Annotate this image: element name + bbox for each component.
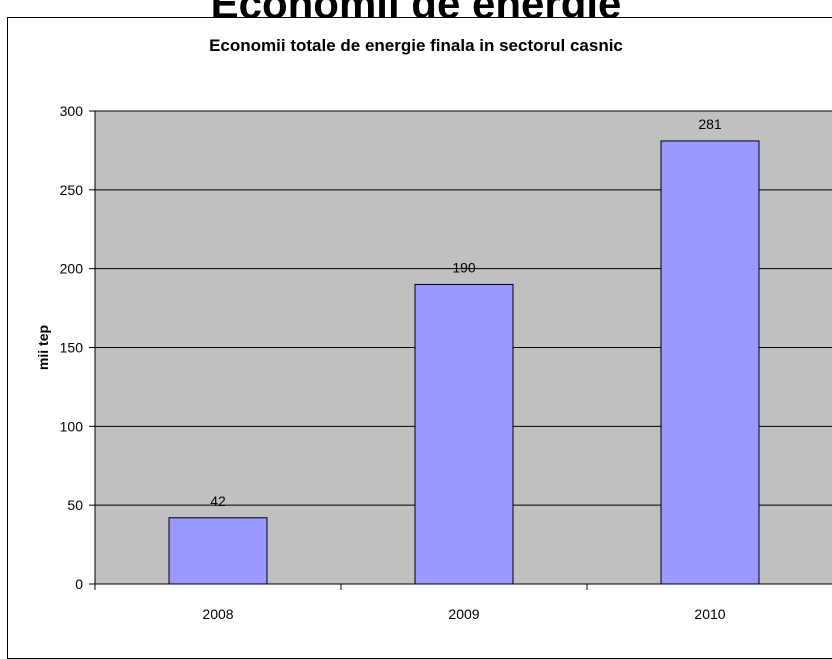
labels: 0 50 100 150 200 250 300 42 2008 190 2009 281 2010 [60,103,726,622]
y-tick-label: 0 [75,576,83,592]
y-tick-label: 50 [67,497,83,513]
bar-2009 [414,283,514,585]
x-tick-label-2008: 2008 [202,606,233,622]
data-label-2008: 42 [210,493,226,509]
y-axis-title: mii tep [35,325,51,370]
y-tick-label: 150 [60,340,84,356]
axes [89,110,832,590]
x-tick-label-2010: 2010 [694,606,725,622]
y-tick-label: 250 [60,182,84,198]
data-label-2010: 281 [698,116,722,132]
bars [168,140,760,585]
bar-2010 [660,140,760,585]
chart-title: Economii totale de energie finala in sec… [209,36,623,55]
bar-chart: 0 50 100 150 200 250 300 42 2008 190 2009 281 2010 m… [35,103,832,622]
y-tick-label: 100 [60,418,84,434]
data-label-2009: 190 [452,259,476,275]
y-tick-label: 200 [60,261,84,277]
y-tick-label: 300 [60,103,84,119]
bar-2008 [168,517,268,585]
x-tick-label-2009: 2009 [448,606,479,622]
